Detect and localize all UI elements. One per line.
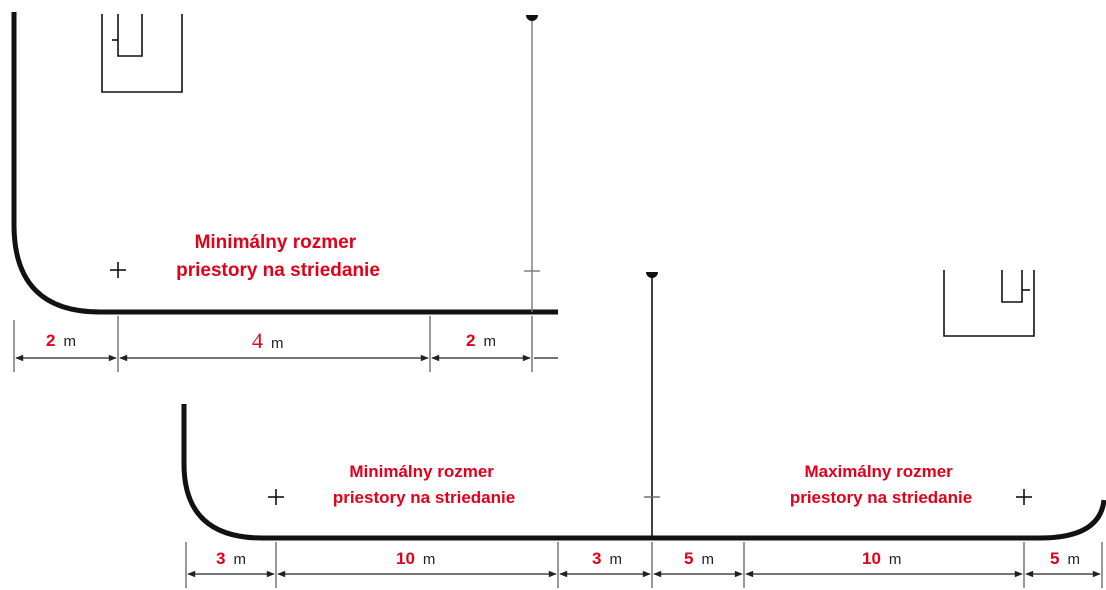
top-zone-marker-plus xyxy=(110,262,126,278)
bottom-dimension-ticks xyxy=(185,542,1103,588)
bottom-dim-2: 10 m xyxy=(396,549,435,568)
bottom-max-label-line1: Maximálny rozmer xyxy=(804,462,953,481)
top-dim-1: 2 m xyxy=(46,331,76,350)
bottom-min-label-line2: priestory na striedanie xyxy=(333,488,515,507)
top-dim-2: 4 m xyxy=(252,328,284,353)
bottom-min-label-line1: Minimálny rozmer xyxy=(349,462,494,481)
top-diagram: Minimálny rozmer priestory na striedanie… xyxy=(11,12,558,372)
top-zone-label-line2: priestory na striedanie xyxy=(176,260,380,281)
top-zone-label-line1: Minimálny rozmer xyxy=(195,232,357,253)
top-goal-net xyxy=(101,14,183,93)
bottom-dim-5: 10 m xyxy=(862,549,901,568)
svg-text:Minimálny rozmer priesto: Minimálny rozmer priestory na striedanie xyxy=(176,232,380,281)
bottom-min-marker-plus xyxy=(268,489,284,505)
bottom-dim-1: 3 m xyxy=(216,549,246,568)
bottom-dim-6: 5 m xyxy=(1050,549,1080,568)
bottom-goal-net xyxy=(943,270,1035,337)
top-dimension-ticks xyxy=(13,316,533,372)
bottom-dim-4: 5 m xyxy=(684,549,714,568)
svg-text:Maximálny rozmer priesto: Maximálny rozmer priestory na striedanie xyxy=(790,462,972,507)
bottom-center-pole xyxy=(646,272,658,278)
top-dim-3: 2 m xyxy=(466,331,496,350)
top-center-pole xyxy=(526,15,538,21)
bottom-max-label-line2: priestory na striedanie xyxy=(790,488,972,507)
svg-text:Minimálny rozmer priesto: Minimálny rozmer priestory na striedanie xyxy=(333,462,515,507)
top-rink-board xyxy=(11,12,558,315)
bottom-dim-3: 3 m xyxy=(592,549,622,568)
bottom-diagram: Minimálny rozmer priestory na striedanie… xyxy=(181,270,1106,588)
bottom-rink-board xyxy=(181,404,1106,541)
bottom-max-marker-plus xyxy=(1016,489,1032,505)
